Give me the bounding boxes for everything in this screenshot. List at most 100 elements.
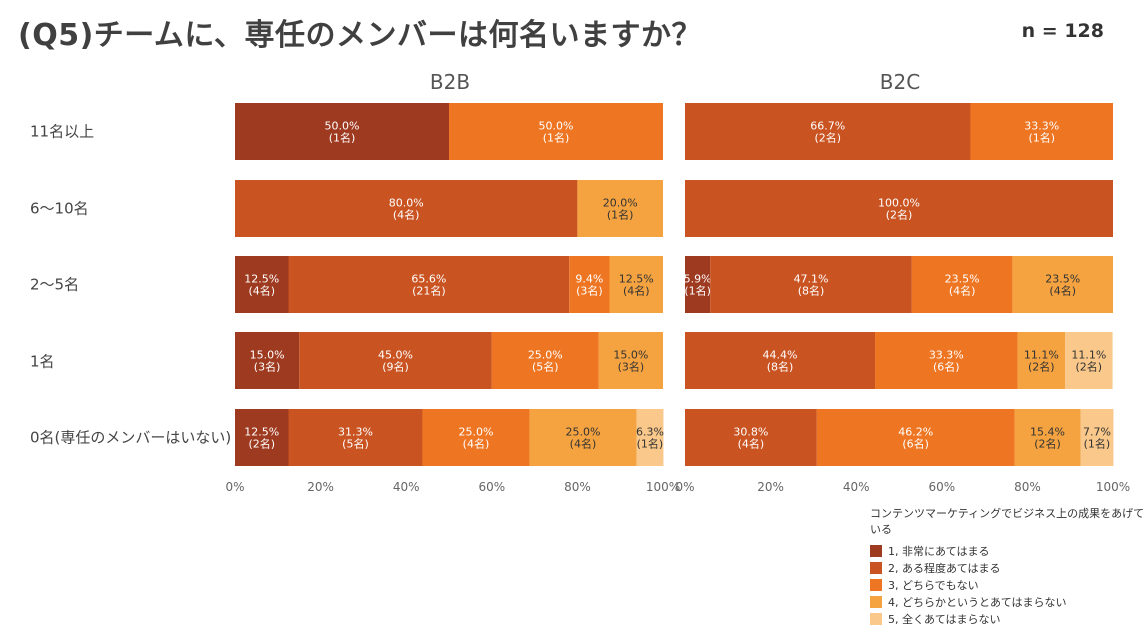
bar-segment	[299, 332, 492, 389]
legend: コンテンツマーケティングでビジネス上の成果をあげている 1, 非常にあてはまる …	[870, 505, 1146, 627]
data-label-pct: 33.3%	[929, 349, 964, 362]
bar-segment	[1012, 256, 1113, 313]
bar-segment	[1065, 332, 1113, 389]
data-label-pct: 30.8%	[733, 426, 768, 439]
data-label-count: (5名)	[342, 437, 369, 451]
data-label-pct: 15.0%	[613, 349, 648, 362]
bar-segment	[685, 180, 1113, 237]
bar-segment	[235, 409, 289, 466]
x-tick-label: 20%	[307, 480, 334, 494]
legend-label: 2, ある程度あてはまる	[888, 561, 1001, 575]
legend-label: 4, どちらかというとあてはまらない	[888, 595, 1067, 609]
data-label-count: (1名)	[1028, 131, 1055, 145]
bar-segment	[685, 332, 876, 389]
data-label-pct: 100.0%	[878, 197, 920, 210]
bar-segment	[875, 332, 1018, 389]
bar-segment	[970, 103, 1113, 160]
data-label-count: (1名)	[329, 131, 356, 145]
data-label-pct: 12.5%	[244, 273, 279, 286]
data-label-count: (4名)	[393, 208, 420, 222]
data-label-pct: 15.0%	[250, 349, 285, 362]
legend-swatch	[870, 595, 882, 608]
data-label-count: (8名)	[767, 360, 794, 374]
data-label-pct: 5.9%	[684, 273, 712, 286]
bar-segment	[685, 256, 711, 313]
data-label-count: (1名)	[637, 437, 664, 451]
legend-item: 2, ある程度あてはまる	[870, 559, 1146, 576]
legend-label: 3, どちらでもない	[888, 578, 979, 592]
x-tick-label: 100%	[646, 480, 680, 494]
data-label-pct: 47.1%	[794, 273, 829, 286]
bar-segment	[422, 409, 530, 466]
data-label-count: (4名)	[738, 437, 765, 451]
data-label-pct: 23.5%	[1045, 273, 1080, 286]
data-label-pct: 25.0%	[458, 426, 493, 439]
legend-title: コンテンツマーケティングでビジネス上の成果をあげている	[870, 507, 1145, 536]
bar-segment	[235, 180, 578, 237]
data-label-count: (1名)	[684, 284, 711, 298]
data-label-count: (21名)	[412, 284, 446, 298]
x-tick-label: 80%	[564, 480, 591, 494]
bar-segment	[685, 409, 817, 466]
data-label-count: (2名)	[1034, 437, 1061, 451]
data-label-pct: 45.0%	[378, 349, 413, 362]
data-label-count: (9名)	[382, 360, 409, 374]
bar-segment	[235, 332, 300, 389]
data-label-count: (3名)	[618, 360, 645, 374]
data-label-count: (4名)	[949, 284, 976, 298]
x-tick-label: 40%	[843, 480, 870, 494]
data-label-pct: 11.1%	[1024, 349, 1059, 362]
panel-title-b2c: B2C	[879, 70, 921, 94]
bar-segment	[1017, 332, 1066, 389]
legend-swatch	[870, 544, 882, 557]
category-label: 0名(専任のメンバーはいない)	[30, 428, 232, 447]
legend-label: 5, 全くあてはまらない	[888, 612, 1001, 626]
x-tick-label: 80%	[1014, 480, 1041, 494]
data-label-pct: 12.5%	[619, 273, 654, 286]
bar-segment	[816, 409, 1015, 466]
data-label-count: (2名)	[248, 437, 275, 451]
category-label: 11名以上	[30, 122, 95, 141]
stacked-bar-chart: 50.0%(1名)50.0%(1名)80.0%(4名)20.0%(1名)12.5…	[225, 103, 1130, 494]
x-tick-label: 100%	[1096, 480, 1130, 494]
data-label-count: (4名)	[463, 437, 490, 451]
bar-segment	[636, 409, 664, 466]
x-tick-label: 40%	[393, 480, 420, 494]
data-label-count: (2名)	[1076, 360, 1103, 374]
data-label-pct: 23.5%	[945, 273, 980, 286]
x-tick-label: 0%	[225, 480, 244, 494]
data-label-count: (1名)	[1084, 437, 1111, 451]
legend-item: 4, どちらかというとあてはまらない	[870, 593, 1146, 610]
data-label-pct: 11.1%	[1071, 349, 1106, 362]
sample-size-label: n = 128	[1021, 20, 1104, 42]
panel-title-b2b: B2B	[429, 70, 471, 94]
bar-segment	[529, 409, 637, 466]
bar-segment	[288, 409, 423, 466]
bar-segment	[1080, 409, 1114, 466]
legend-label: 1, 非常にあてはまる	[888, 544, 990, 558]
data-label-pct: 6.3%	[636, 426, 664, 439]
data-label-count: (4名)	[623, 284, 650, 298]
data-label-pct: 33.3%	[1024, 120, 1059, 133]
legend-item: 3, どちらでもない	[870, 576, 1146, 593]
data-label-pct: 12.5%	[244, 426, 279, 439]
legend-item: 5, 全くあてはまらない	[870, 610, 1146, 627]
data-label-count: (6名)	[902, 437, 929, 451]
data-label-pct: 66.7%	[810, 120, 845, 133]
legend-swatch	[870, 612, 882, 625]
data-label-pct: 9.4%	[575, 273, 603, 286]
data-label-pct: 15.4%	[1030, 426, 1065, 439]
data-label-pct: 7.7%	[1083, 426, 1111, 439]
bar-segment	[569, 256, 610, 313]
chart-title: (Q5)チームに、専任のメンバーは何名いますか？	[18, 18, 702, 53]
bar-segment	[1014, 409, 1081, 466]
data-label-count: (4名)	[1049, 284, 1076, 298]
bar-segment	[449, 103, 663, 160]
bar-segment	[577, 180, 663, 237]
data-label-count: (8名)	[798, 284, 825, 298]
data-label-count: (3名)	[576, 284, 603, 298]
data-label-pct: 20.0%	[603, 197, 638, 210]
bar-segment	[598, 332, 663, 389]
x-tick-label: 60%	[928, 480, 955, 494]
data-label-count: (2名)	[814, 131, 841, 145]
